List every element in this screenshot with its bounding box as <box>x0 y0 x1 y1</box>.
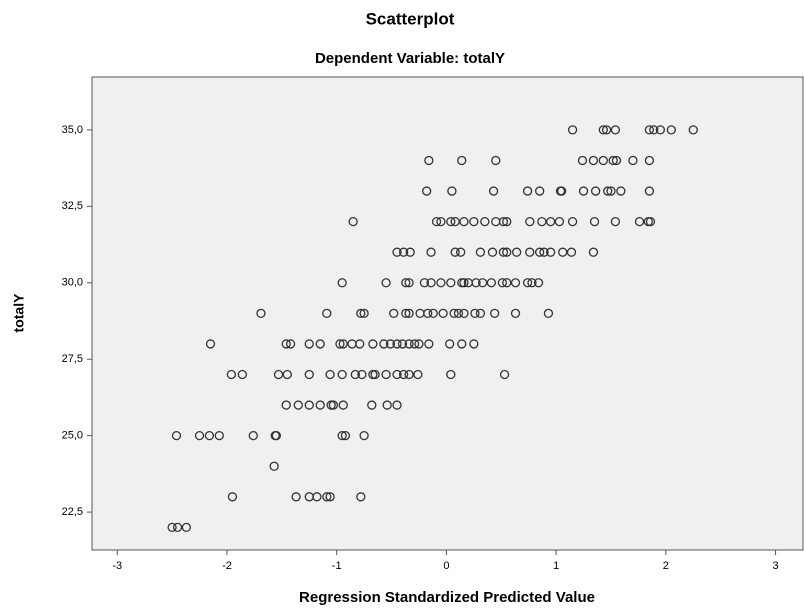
y-axis-label: totalY <box>11 293 27 333</box>
chart: Scatterplot Dependent Variable: totalY R… <box>0 0 804 611</box>
x-tick-label: 0 <box>443 560 449 572</box>
y-tick-label: 30,0 <box>62 277 83 289</box>
x-tick-label: -1 <box>332 560 342 572</box>
y-tick-label: 32,5 <box>62 200 83 212</box>
y-tick-label: 27,5 <box>62 353 83 365</box>
y-tick-label: 35,0 <box>62 124 83 136</box>
y-tick-label: 25,0 <box>62 430 83 442</box>
chart-title: Scatterplot <box>366 9 455 28</box>
x-tick-label: 1 <box>553 560 559 572</box>
x-tick-label: 2 <box>663 560 669 572</box>
chart-subtitle: Dependent Variable: totalY <box>315 50 505 67</box>
x-tick-label: 3 <box>773 560 779 572</box>
x-tick-label: -3 <box>112 560 122 572</box>
x-tick-label: -2 <box>222 560 232 572</box>
x-axis-label: Regression Standardized Predicted Value <box>299 589 595 606</box>
y-tick-label: 22,5 <box>62 506 83 518</box>
